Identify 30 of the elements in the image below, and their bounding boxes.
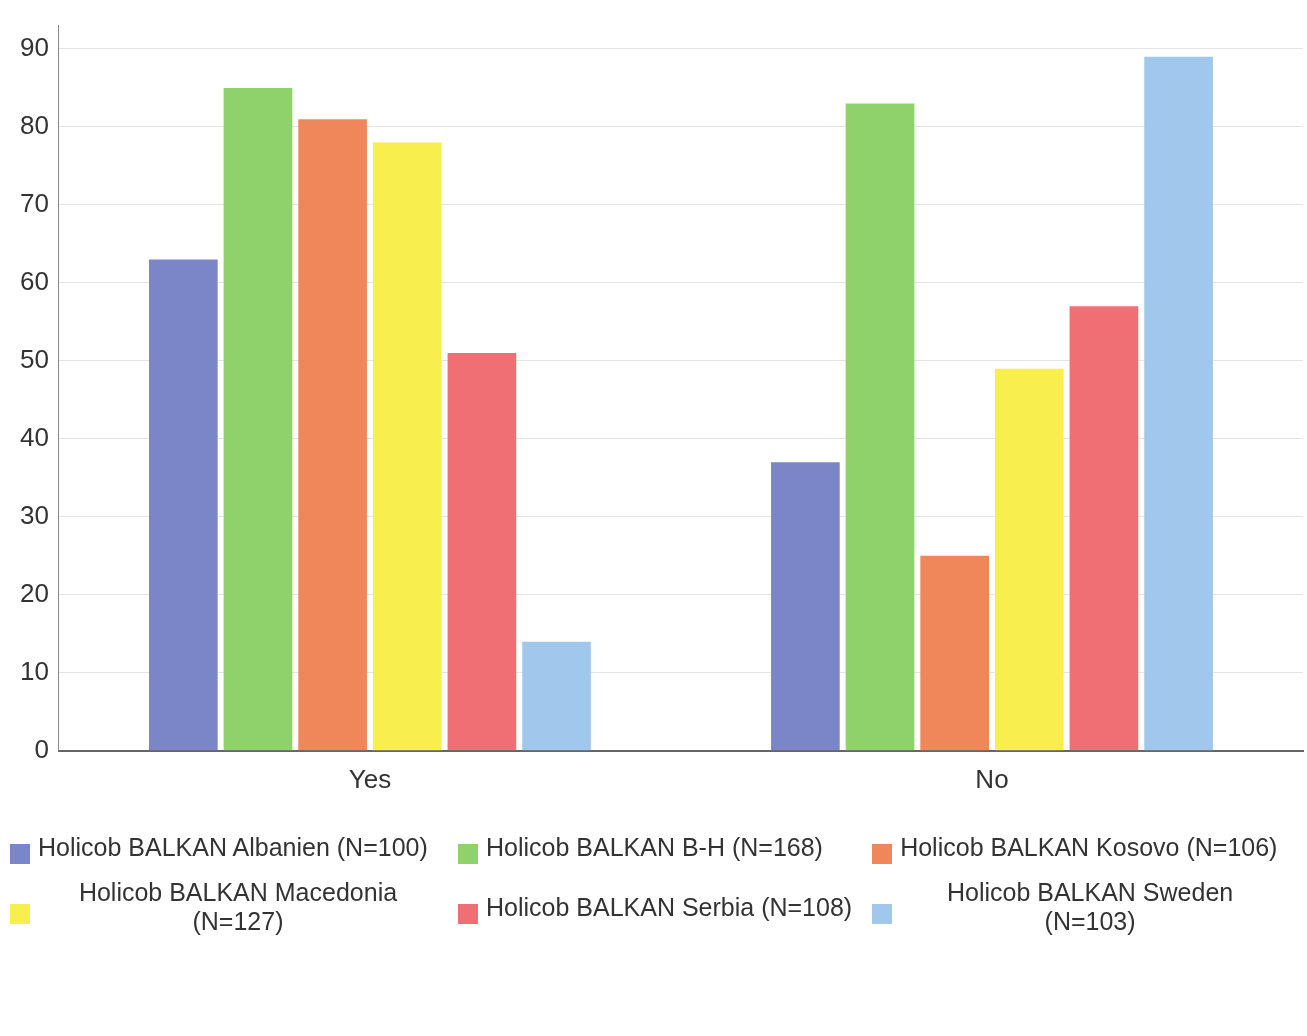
y-tick-label: 60	[20, 266, 49, 297]
bar	[148, 259, 218, 751]
y-tick-label: 70	[20, 188, 49, 219]
y-tick-label: 30	[20, 500, 49, 531]
legend-label: Holicob BALKAN Sweden (N=103)	[945, 878, 1235, 936]
legend-label: Holicob BALKAN Serbia (N=108)	[486, 892, 853, 922]
y-tick-label: 90	[20, 32, 49, 63]
bar	[372, 142, 442, 751]
y-tick-label: 80	[20, 110, 49, 141]
bar	[920, 555, 989, 751]
bar	[1069, 306, 1139, 751]
y-tick-label: 10	[20, 655, 49, 686]
bar	[994, 368, 1064, 751]
bar	[223, 87, 293, 751]
x-tick-label: No	[975, 763, 1009, 794]
bar	[447, 353, 517, 751]
legend-label: Holicob BALKAN Macedonia (N=127)	[77, 878, 399, 936]
y-tick-label: 40	[20, 422, 49, 453]
legend-label: Holicob BALKAN B-H (N=168)	[486, 832, 823, 862]
x-tick-label: Yes	[348, 763, 392, 794]
y-tick-label: 0	[34, 733, 49, 764]
bar	[522, 641, 591, 751]
legend-label: Holicob BALKAN Albanien (N=100)	[38, 832, 428, 862]
y-tick-label: 20	[20, 578, 49, 609]
bar	[771, 462, 840, 751]
legend-label: Holicob BALKAN Kosovo (N=106)	[900, 832, 1278, 862]
bar	[1144, 56, 1213, 751]
bar	[845, 103, 915, 751]
bar	[298, 119, 367, 751]
y-tick-label: 50	[20, 344, 49, 375]
